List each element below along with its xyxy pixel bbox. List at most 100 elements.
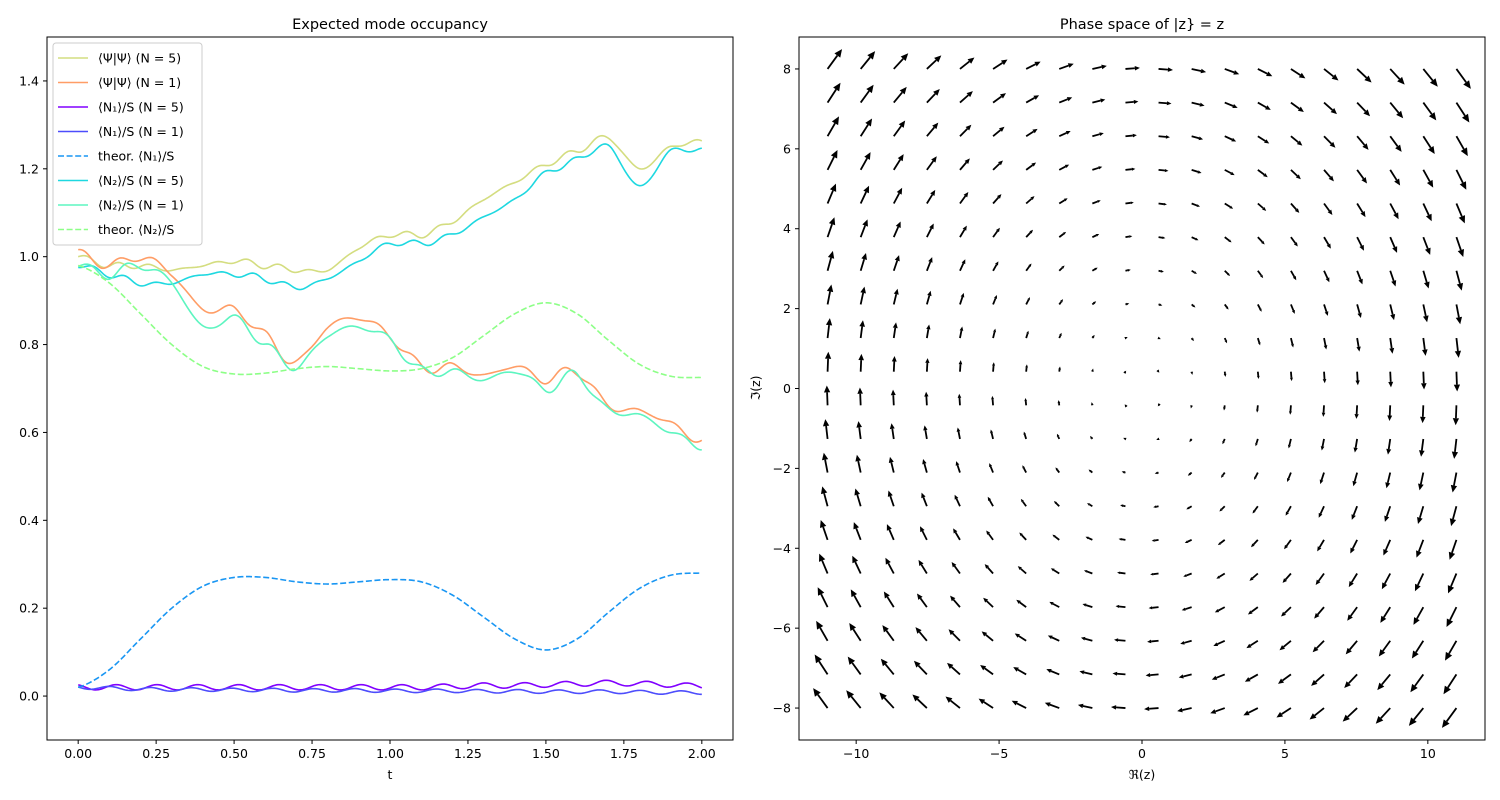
field-arrow <box>826 183 837 204</box>
field-arrow <box>1224 169 1235 176</box>
field-arrow <box>1058 299 1064 305</box>
field-arrow <box>893 86 907 104</box>
field-arrow <box>1224 68 1240 75</box>
field-arrow <box>1441 707 1458 728</box>
field-arrow <box>1247 606 1259 615</box>
y-tick-label: 8 <box>783 61 791 76</box>
field-arrow <box>849 622 862 642</box>
plot-frame <box>46 36 734 741</box>
field-arrow <box>1025 196 1035 205</box>
field-arrow <box>956 427 961 440</box>
field-arrow <box>959 158 970 171</box>
phase-space-chart: Phase space of |z} = z −10 −5 0 5 10 −8−6−4−… <box>748 17 1486 782</box>
field-arrow <box>1077 703 1093 709</box>
field-arrow <box>1321 405 1326 417</box>
field-arrow <box>1422 203 1432 222</box>
field-arrow <box>1158 101 1172 106</box>
field-arrow <box>1025 364 1028 372</box>
field-arrow <box>1025 128 1038 137</box>
field-arrow <box>1286 472 1292 483</box>
field-arrow <box>1281 606 1292 617</box>
field-arrow <box>1125 167 1136 171</box>
field-arrow <box>992 362 996 372</box>
field-arrow <box>959 124 972 137</box>
field-arrow <box>1053 501 1060 507</box>
field-arrow <box>1118 537 1126 541</box>
field-arrow <box>1455 68 1471 89</box>
field-arrow <box>926 189 936 204</box>
field-arrow <box>1211 673 1226 680</box>
field-arrow <box>1255 438 1259 447</box>
field-arrow <box>1123 370 1127 374</box>
field-arrow <box>926 122 939 137</box>
field-arrow <box>1389 135 1402 152</box>
field-arrow <box>892 255 900 272</box>
x-axis-ticks: −10 −5 0 5 10 <box>843 740 1436 761</box>
legend-label: ⟨Ψ|Ψ⟩ (N = 5) <box>98 51 181 66</box>
field-arrow <box>1191 269 1197 274</box>
field-arrow <box>992 328 997 339</box>
x-axis-ticks: 0.00 0.25 0.50 0.75 1.00 1.25 1.50 1.75 2.00 <box>64 740 716 761</box>
field-arrow <box>992 294 998 305</box>
field-arrow <box>822 419 830 440</box>
field-arrow <box>1217 539 1226 546</box>
field-arrow <box>1388 371 1394 388</box>
field-arrow <box>892 221 901 238</box>
field-arrow <box>1114 638 1126 642</box>
field-arrow <box>854 488 862 507</box>
field-arrow <box>1091 301 1097 306</box>
field-arrow <box>926 88 940 104</box>
x-tick-label: 0.50 <box>220 746 248 761</box>
field-arrow <box>859 84 874 104</box>
field-arrow <box>1144 706 1159 711</box>
field-arrow <box>1014 633 1027 642</box>
field-arrow <box>1356 337 1361 352</box>
field-arrow <box>1288 405 1292 415</box>
field-arrow <box>1124 337 1128 340</box>
field-arrow <box>1154 471 1159 475</box>
y-tick-label: 0.2 <box>19 601 39 616</box>
field-arrow <box>852 555 862 574</box>
field-arrow <box>1455 102 1470 123</box>
series-line <box>78 679 703 691</box>
field-arrow <box>1082 603 1093 608</box>
field-arrow <box>859 185 870 204</box>
field-arrow <box>1058 366 1061 372</box>
field-arrow <box>1309 707 1325 720</box>
series-line <box>77 134 703 274</box>
field-arrow <box>858 353 864 372</box>
field-arrow <box>891 355 897 372</box>
field-arrow <box>1348 573 1358 588</box>
field-arrow <box>1025 95 1040 104</box>
field-arrow <box>1257 101 1271 110</box>
field-arrow <box>925 324 931 339</box>
field-arrow <box>1256 337 1261 346</box>
field-arrow <box>1345 640 1358 655</box>
field-arrow <box>1057 400 1061 406</box>
field-arrow <box>1422 236 1431 255</box>
field-arrow <box>1289 371 1293 382</box>
field-arrow <box>1125 133 1137 138</box>
field-arrow <box>1180 639 1192 645</box>
field-arrow <box>1450 472 1458 493</box>
y-tick-label: 6 <box>783 141 791 156</box>
field-arrow <box>945 696 961 709</box>
field-arrow <box>1147 639 1159 644</box>
field-arrow <box>916 593 928 608</box>
field-arrow <box>847 656 862 675</box>
field-arrow <box>1090 402 1094 406</box>
field-arrow <box>1158 202 1167 206</box>
field-arrow <box>1244 673 1259 682</box>
field-arrow <box>1443 673 1458 695</box>
field-arrow <box>1047 635 1060 642</box>
field-arrow <box>1254 472 1259 480</box>
field-arrow <box>1088 469 1093 474</box>
field-arrow <box>826 82 841 104</box>
y-axis-label: ℑ(z) <box>748 375 763 400</box>
field-arrow <box>1158 135 1170 139</box>
field-arrow <box>991 395 995 406</box>
field-arrow <box>1249 572 1259 581</box>
field-arrow <box>1446 606 1458 628</box>
field-arrow <box>826 250 835 272</box>
